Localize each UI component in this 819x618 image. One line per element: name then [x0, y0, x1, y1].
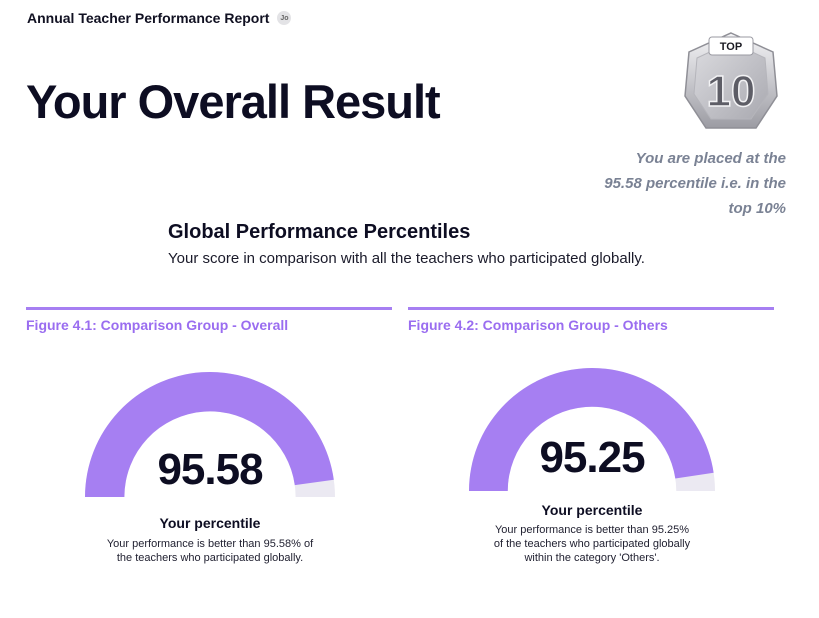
report-title: Annual Teacher Performance Report — [27, 10, 270, 26]
gauge-description-line: the teachers who participated globally. — [116, 552, 304, 564]
gauge-fill — [85, 372, 334, 497]
gauge-description: Your performance is better than 95.58% o… — [85, 537, 335, 565]
section-subtitle: Your score in comparison with all the te… — [168, 250, 645, 267]
percentile-gauge-overall — [85, 372, 335, 497]
gauge-value: 95.58 — [157, 445, 263, 494]
figure-divider — [408, 307, 774, 310]
gauge-description-line: within the category 'Others'. — [524, 552, 660, 564]
brand-logo-icon: Jo — [277, 11, 292, 25]
report-header: Annual Teacher Performance Report Jo — [27, 10, 292, 26]
figure-divider — [26, 307, 392, 310]
gauge-fill — [469, 368, 714, 491]
gauge-description-line: Your performance is better than 95.25% — [494, 524, 690, 536]
gauge-value: 95.25 — [539, 433, 645, 482]
badge-top-label: TOP — [720, 41, 742, 53]
percentile-gauge-others — [469, 368, 715, 491]
page-title: Your Overall Result — [26, 75, 441, 128]
figure-overall: Figure 4.1: Comparison Group - Overall — [26, 307, 392, 333]
figure-caption: Figure 4.2: Comparison Group - Others — [408, 317, 668, 333]
gauge-label: Your percentile — [159, 515, 261, 531]
badge-rank: 10 — [707, 67, 756, 116]
top-10-badge-icon: TOP 10 — [684, 32, 778, 129]
gauge-description-line: Your performance is better than 95.58% o… — [106, 538, 314, 550]
gauge-label: Your percentile — [541, 502, 643, 518]
gauge-description: Your performance is better than 95.25% o… — [462, 523, 722, 565]
figure-caption: Figure 4.1: Comparison Group - Overall — [26, 317, 289, 333]
placement-note: You are placed at the 95.58 percentile i… — [604, 150, 786, 217]
gauge-description-line: of the teachers who participated globall… — [493, 538, 691, 550]
figure-others: Figure 4.2: Comparison Group - Others — [408, 307, 774, 333]
section-title: Global Performance Percentiles — [168, 221, 471, 243]
